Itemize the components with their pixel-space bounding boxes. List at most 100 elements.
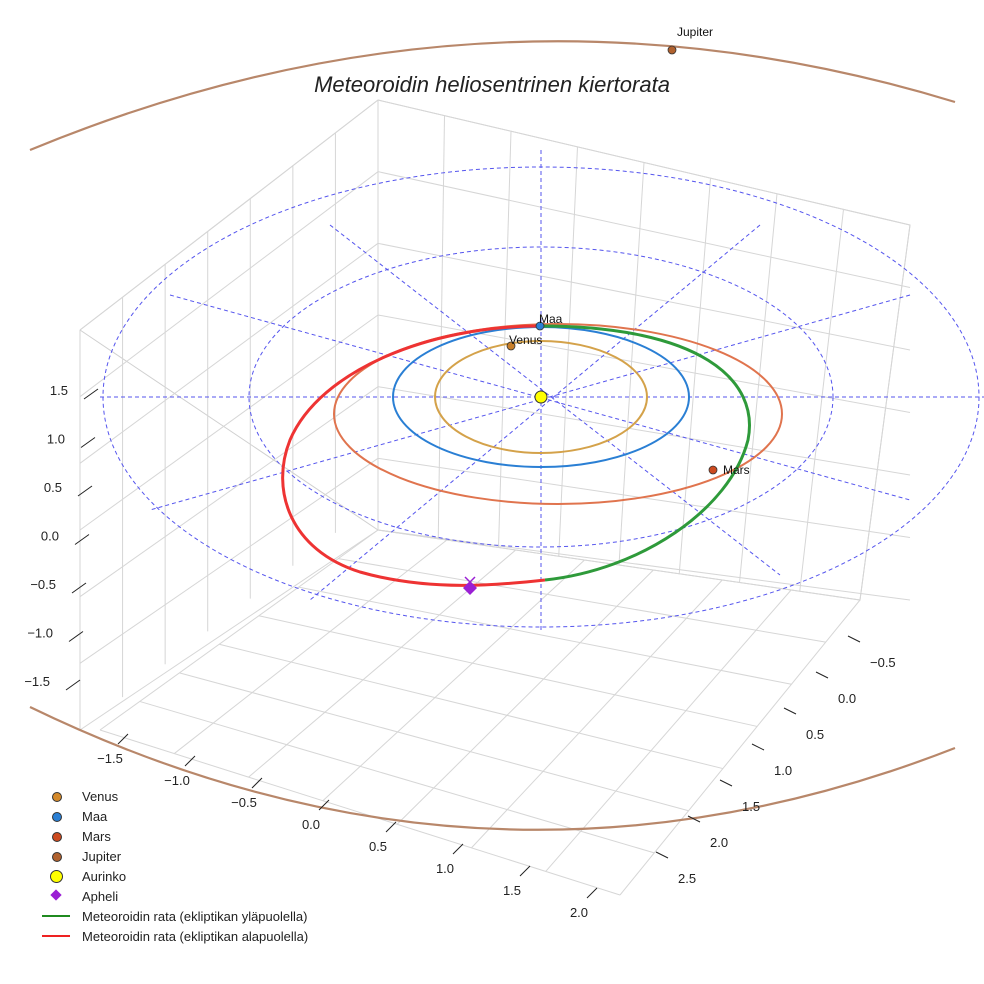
earth-marker [535,321,545,331]
legend: Venus Maa Mars Jupiter Aurinko Apheli Meteoroi… [40,786,308,946]
x-tick-label: 0.0 [302,817,320,832]
legend-symbol [40,806,74,826]
y-tick-mark [751,743,765,751]
x-tick-label: −1.5 [97,751,123,766]
floor-line [396,569,654,825]
legend-symbol [40,926,74,946]
x-tick-mark [385,821,397,833]
legend-item: Jupiter [40,846,308,866]
floor-line [99,729,621,896]
legend-symbol [40,846,74,866]
floor-line [219,643,723,770]
grid-line [558,146,578,557]
meteoroid-orbit-above [539,324,751,582]
legend-item: Meteoroidin rata (ekliptikan alapuolella… [40,926,308,946]
legend-marker [50,870,63,883]
x-tick-mark [117,733,129,745]
z-tick-label: 1.0 [47,432,65,447]
legend-item: Mars [40,826,308,846]
grid-line [377,529,911,601]
legend-item: Aurinko [40,866,308,886]
grid-line [79,171,379,398]
legend-label: Aurinko [82,868,127,884]
floor-line [545,589,792,872]
grid-line [79,242,379,464]
legend-label: Mars [82,828,111,844]
grid-line [859,224,911,601]
x-tick-mark [586,887,598,899]
jupiter-marker [667,45,677,55]
grid-line [799,209,844,592]
grid-line [79,386,379,598]
floor-line [99,529,379,731]
legend-marker [52,792,62,802]
grid-line [678,178,711,574]
grid-line [377,171,911,288]
x-axis-ticks: −1.5 −1.0 −0.5 0.0 0.5 1.0 1.5 2.0 [97,733,598,920]
y-axis-ticks: −0.5 0.0 0.5 1.0 1.5 2.0 2.5 [655,635,896,886]
floor-line [377,529,861,601]
x-tick-mark [251,777,263,789]
legend-label: Maa [82,808,108,824]
y-tick-label: 0.0 [838,691,856,706]
z-tick-label: −0.5 [30,577,56,592]
grid-line [79,457,379,664]
z-tick-mark [65,679,81,691]
aphelion-cross [464,576,476,588]
jupiter-orbit [29,40,956,152]
venus-marker [506,341,516,351]
legend-label: Meteoroidin rata (ekliptikan alapuolella… [82,928,309,944]
grid-line [377,99,911,226]
y-tick-label: 2.5 [678,871,696,886]
z-tick-label: 0.5 [44,480,62,495]
y-tick-mark [847,635,861,643]
y-tick-label: 0.5 [806,727,824,742]
grid-line [377,386,911,476]
jupiter-label: Jupiter [677,25,713,39]
z-tick-label: −1.0 [27,626,53,641]
grid-line [79,99,379,331]
floor-line [298,586,792,685]
x-tick-mark [452,843,464,855]
floor-line [338,558,826,643]
floor-grid [99,529,861,896]
legend-item: Venus [40,786,308,806]
venus-orbit [434,340,648,454]
chart-title: Meteoroidin heliosentrinen kiertorata [314,72,670,97]
legend-marker [52,832,62,842]
x-tick-mark [519,865,531,877]
meteoroid-orbit-below [281,324,546,587]
y-tick-mark [783,707,797,715]
x-tick-label: −0.5 [231,795,257,810]
z-tick-mark [71,582,87,594]
y-tick-label: 2.0 [710,835,728,850]
z-tick-label: −1.5 [24,674,50,689]
y-tick-label: 1.0 [774,763,792,778]
x-tick-label: 0.5 [369,839,387,854]
z-tick-mark [74,534,90,545]
y-tick-mark [719,779,733,787]
grid-back-left [79,99,911,601]
x-tick-mark [184,755,196,767]
x-tick-mark [318,799,330,811]
grid-line [618,162,645,566]
earth-label: Maa [539,312,563,326]
x-tick-label: −1.0 [164,773,190,788]
mars-marker [708,465,718,475]
grid-line [377,242,911,351]
floor-line [471,579,723,849]
legend-symbol [40,826,74,846]
legend-marker [42,935,70,937]
y-tick-mark [815,671,829,679]
grid-line [79,314,379,531]
legend-item: Meteoroidin rata (ekliptikan yläpuolella… [40,906,308,926]
legend-marker [50,889,62,901]
floor-line [173,539,448,754]
z-tick-label: 1.5 [50,383,68,398]
x-tick-label: 1.0 [436,861,454,876]
y-tick-label: 1.5 [742,799,760,814]
x-tick-label: 1.5 [503,883,521,898]
legend-marker [52,852,62,862]
jupiter-orbit-lower [29,706,956,831]
